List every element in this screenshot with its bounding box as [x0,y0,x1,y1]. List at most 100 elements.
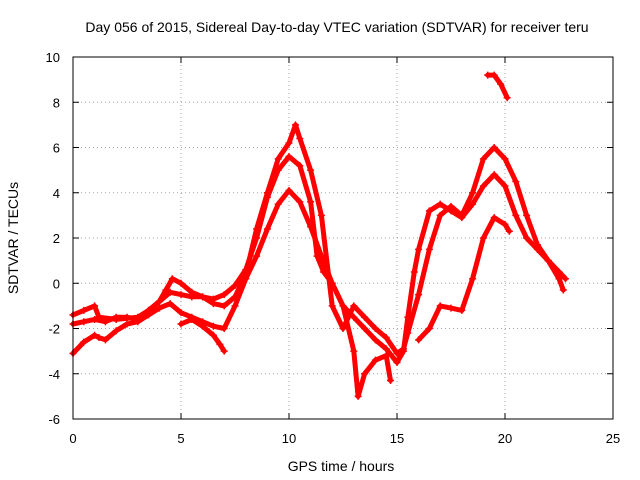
data-point [479,182,487,190]
y-tick-label: 0 [53,276,60,291]
y-tick-label: -4 [48,367,60,382]
data-point [188,315,196,323]
data-point [371,356,379,364]
data-point [523,234,531,242]
x-tick-label: 5 [177,431,184,446]
data-point [209,331,217,339]
series-track-2 [69,186,395,400]
y-tick-label: 6 [53,141,60,156]
data-point [436,302,444,310]
data-point [231,293,239,301]
x-tick-label: 25 [606,431,620,446]
data-point [350,347,358,355]
data-point [91,331,99,339]
data-point [134,315,142,323]
y-tick-label: -6 [48,412,60,427]
data-point [307,223,315,231]
data-point [91,302,99,310]
data-point [447,202,455,210]
data-point [199,322,207,330]
data-point [382,334,390,342]
data-point [328,302,336,310]
data-point [101,318,109,326]
data-point [155,304,163,312]
data-point [80,306,88,314]
series-line [416,215,512,343]
series-line [485,72,510,101]
data-point [490,214,498,222]
data-point [216,340,224,348]
data-point [112,327,120,335]
data-point [145,306,153,314]
data-point [112,313,120,321]
data-point [490,171,498,179]
x-tick-label: 0 [69,431,76,446]
data-point [166,288,174,296]
data-point [274,155,282,163]
data-point [501,155,509,163]
x-tick-label: 15 [390,431,404,446]
data-point [263,189,271,197]
x-tick-label: 10 [282,431,296,446]
data-point [339,302,347,310]
data-point [162,286,170,294]
y-tick-label: 2 [53,231,60,246]
data-point [231,282,239,290]
data-point [166,300,174,308]
data-point [291,121,299,129]
data-point [285,186,293,194]
data-point [544,257,552,265]
data-point [512,211,520,219]
data-point [296,134,304,142]
data-point [220,291,228,299]
data-point [220,325,228,332]
series-line [70,188,393,399]
data-point [561,275,569,283]
data-point [458,306,466,314]
data-point [469,200,477,208]
series-line [70,154,566,365]
x-axis-label: GPS time / hours [288,458,395,474]
data-point [479,155,487,163]
data-point [361,370,369,378]
data-point [415,336,423,344]
data-point [199,293,207,301]
data-point [168,275,176,283]
data-point [415,245,423,253]
y-tick-label: 8 [53,95,60,110]
data-point [231,302,239,310]
data-point [501,220,509,228]
data-point [559,286,567,294]
data-point [425,207,433,215]
series-track-3 [69,121,569,357]
data-point [350,302,358,310]
y-axis-label: SDTVAR / TECUs [5,182,21,294]
data-series [69,71,569,400]
data-point [80,338,88,346]
data-point [555,268,563,276]
data-point [436,200,444,208]
data-point [177,291,185,299]
data-point [490,144,498,151]
data-point [371,325,379,332]
data-point [393,349,401,357]
data-point [253,225,261,233]
data-point [523,211,531,219]
data-point [382,345,390,353]
data-point [393,358,401,366]
data-point [361,325,369,332]
data-point [447,304,455,312]
data-point [425,325,433,332]
data-point [307,166,315,174]
data-point [458,211,466,219]
y-tick-label: 4 [53,186,60,201]
y-tick-label: 10 [46,50,60,65]
series-track-1 [69,153,567,366]
data-point [209,300,217,308]
data-point [242,270,250,278]
y-tick-label: -2 [48,322,60,337]
data-point [177,320,185,328]
data-point [209,322,217,330]
data-point [80,318,88,326]
x-tick-label: 20 [498,431,512,446]
